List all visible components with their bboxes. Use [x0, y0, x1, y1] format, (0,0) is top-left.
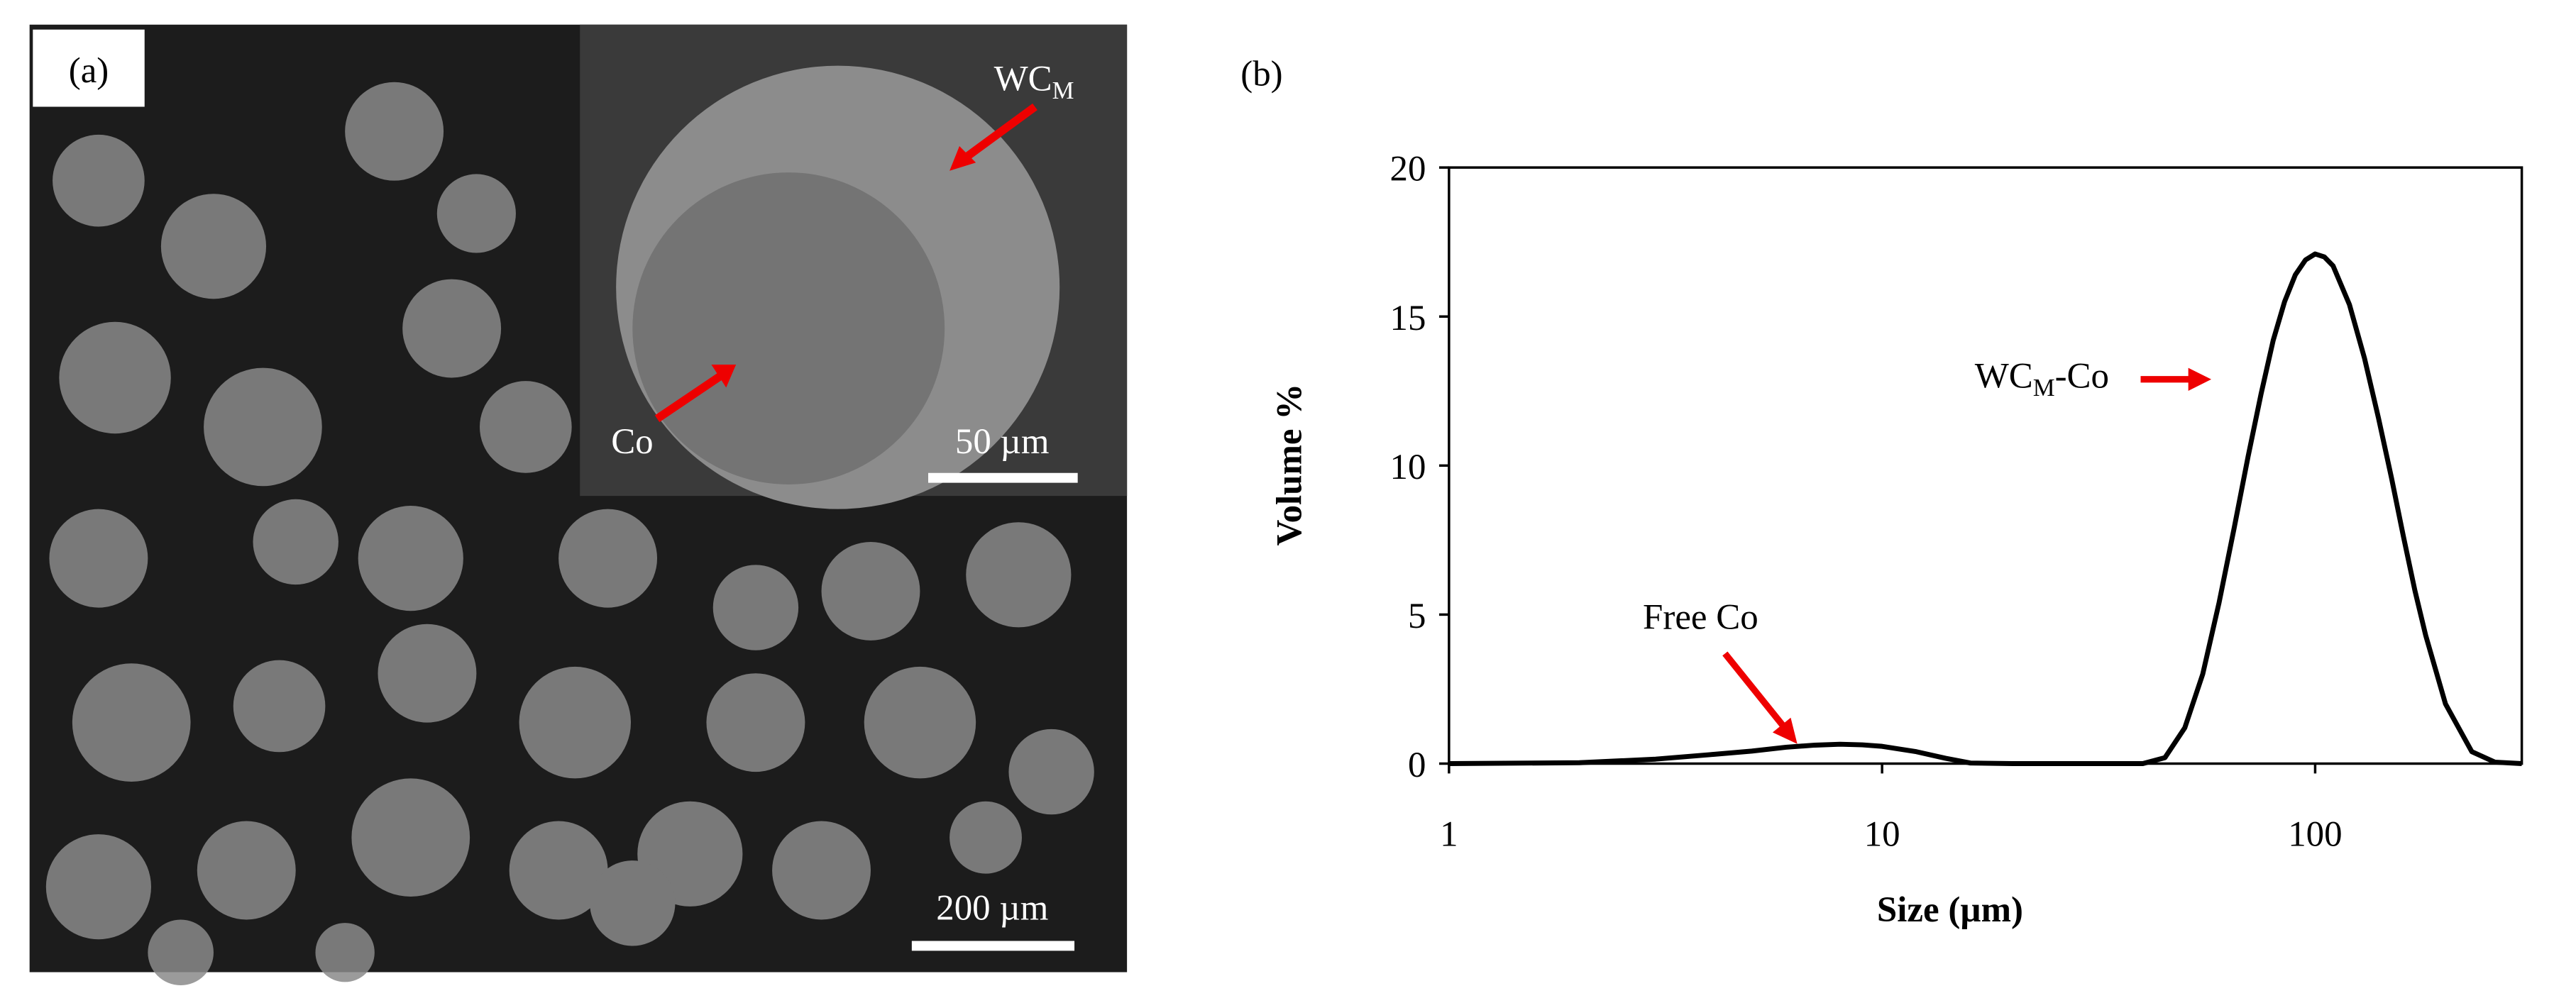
x-tick-label: 100 — [2288, 814, 2342, 854]
particles — [45, 82, 1094, 986]
y-tick-label: 5 — [1408, 597, 1426, 636]
arrow — [1722, 651, 1789, 731]
scale-label: 200 µm — [936, 888, 1048, 928]
wc-label: WCM — [994, 59, 1074, 104]
arrow-head — [711, 364, 737, 388]
co-label: Co — [611, 422, 653, 462]
arrow-head — [2188, 367, 2212, 392]
arrow — [958, 103, 1037, 165]
plot-frame — [1448, 166, 2523, 765]
y-tick-label: 10 — [1390, 448, 1426, 487]
x-tick-label: 1 — [1440, 814, 1458, 854]
y-tick-label: 0 — [1408, 746, 1426, 785]
wc-label-sub: M — [1052, 77, 1074, 104]
sem-image: (a) WCM Co 50 µm 200 µm — [29, 24, 1128, 986]
annotation-sub: M — [2033, 374, 2055, 401]
annotation: Free Co — [1643, 598, 1758, 638]
y-axis-label: Volume % — [1270, 384, 1310, 546]
arrow-head — [950, 146, 976, 171]
panel-label-box — [33, 29, 145, 107]
panel-label: (b) — [1240, 54, 1282, 94]
chart: (b) Size (µm) Volume % Free Co WCM-Co 0 5… — [1240, 54, 2523, 930]
arrow — [654, 371, 725, 423]
arrow-head — [1772, 717, 1798, 744]
inset-scale-label: 50 µm — [955, 422, 1050, 462]
y-tick-label: 15 — [1390, 299, 1426, 338]
data-line — [1448, 251, 2522, 766]
x-axis-label: Size (µm) — [1877, 890, 2023, 930]
x-tick-label: 10 — [1864, 814, 1900, 854]
y-tick-label: 20 — [1390, 150, 1426, 189]
annotation-text: WC — [1975, 356, 2033, 396]
panel-label: (a) — [69, 51, 109, 91]
inset-cobalt-cluster — [632, 172, 945, 484]
annotation-suffix: -Co — [2055, 356, 2109, 396]
annotation: WCM-Co — [1975, 356, 2109, 401]
wc-label-text: WC — [994, 59, 1052, 99]
